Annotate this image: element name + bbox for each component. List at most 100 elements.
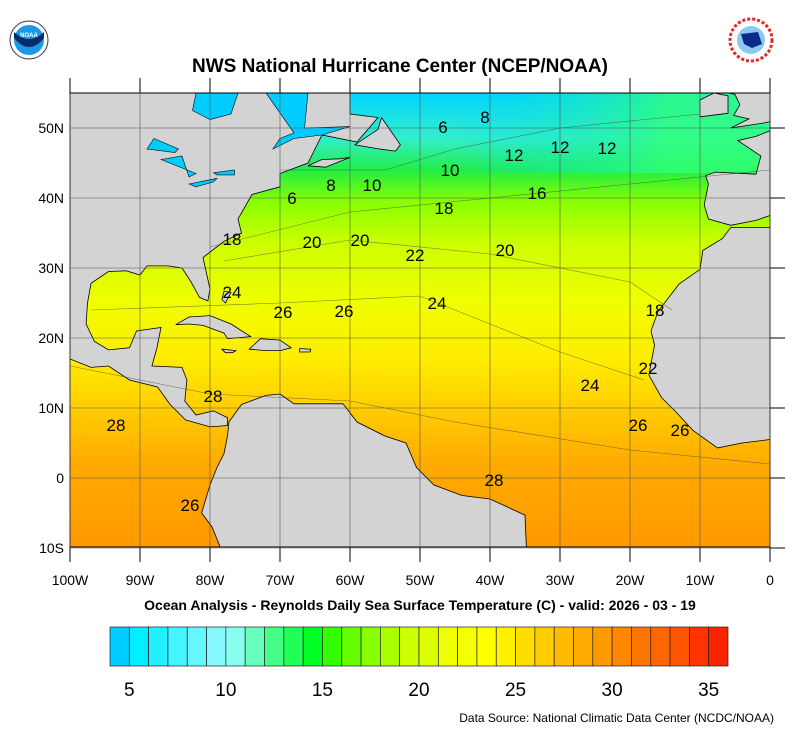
contour-label: 8 [480,108,489,127]
colorbar-label: 35 [698,680,719,701]
colorbar-swatch [341,626,362,667]
data-source: Data Source: National Climatic Data Cent… [459,711,774,725]
landmass-hispaniola [248,338,293,352]
landmass-jamaica [220,348,238,354]
lon-label: 40W [476,572,506,588]
lat-label: 10S [39,540,64,556]
lat-label: 0 [56,470,64,486]
lon-label: 60W [336,572,366,588]
colorbar-label: 5 [124,680,135,701]
inland-water-5 [265,93,351,150]
colorbar-swatch [283,626,304,667]
map-subtitle: Ocean Analysis - Reynolds Daily Sea Surf… [144,597,696,613]
colorbar-swatch [418,626,439,667]
colorbar-label: 30 [602,680,623,701]
landmass-cuba [175,315,252,340]
page-title: NWS National Hurricane Center (NCEP/NOAA… [192,56,608,77]
colorbar-swatch [186,626,207,667]
landmass-ireland [699,93,729,118]
colorbar-label: 25 [505,680,526,701]
colorbar-swatch [689,626,710,667]
colorbar-swatch [631,626,652,667]
contour-label: 20 [351,231,370,250]
contour-label: 12 [598,139,617,158]
colorbar-swatch [573,626,594,667]
contour-label: 6 [438,118,447,137]
lat-label: 10N [38,400,64,416]
isotherm-line [70,365,770,465]
lon-label: 80W [196,572,226,588]
colorbar-swatch [534,626,555,667]
contour-label: 28 [485,471,504,490]
landmass-europe [703,130,770,226]
lon-label: 70W [266,572,296,588]
lon-label: 20W [616,572,646,588]
colorbar-label: 20 [408,680,429,701]
colorbar-swatch [457,626,478,667]
colorbar: 5 10 15 20 25 30 35 [109,626,729,701]
colorbar-swatch [302,626,323,667]
colorbar-swatch [225,626,246,667]
noaa-logo-text: NOAA [20,33,38,39]
contour-label: 24 [581,376,600,395]
landmass-nova-scotia [307,157,351,168]
colorbar-swatch [476,626,497,667]
contour-label: 28 [107,416,126,435]
colorbar-swatch [360,626,381,667]
contour-label: 26 [274,303,293,322]
lon-label: 100W [52,572,89,588]
contour-label: 10 [363,176,382,195]
colorbar-swatch [167,626,188,667]
contour-label: 18 [646,301,665,320]
colorbar-label: 15 [312,680,333,701]
colorbar-swatch [611,626,632,667]
colorbar-swatch [380,626,401,667]
lat-label: 20N [38,330,64,346]
contour-label: 10 [441,161,460,180]
colorbar-label: 10 [215,680,236,701]
contour-label: 20 [496,241,515,260]
colorbar-swatch [399,626,420,667]
colorbar-swatch [650,626,671,667]
colorbar-swatch [148,626,169,667]
colorbar-swatch [206,626,227,667]
contour-label: 12 [505,146,524,165]
lat-label: 50N [38,120,64,136]
contour-label: 26 [181,496,200,515]
contour-label: 18 [223,230,242,249]
colorbar-swatch [708,626,729,667]
lon-label: 30W [546,572,576,588]
colorbar-swatch [322,626,343,667]
contour-label: 6 [287,189,296,208]
contour-label: 12 [551,138,570,157]
landmass-yucatan-bahamas [221,290,232,304]
contour-label: 16 [528,184,547,203]
contour-label: 22 [639,359,658,378]
inland-water-2 [159,155,197,178]
inland-water-0 [192,93,239,120]
contour-label: 24 [428,294,447,313]
landmass-great-britain [727,93,770,129]
colorbar-swatch [495,626,516,667]
lat-label: 40N [38,190,64,206]
lon-label: 50W [406,572,436,588]
colorbar-swatch [437,626,458,667]
lon-label: 10W [686,572,716,588]
colorbar-swatch [669,626,690,667]
contour-label: 18 [435,199,454,218]
nws-logo [728,10,774,70]
landmass-south-america [201,393,527,547]
contour-label: 26 [335,302,354,321]
colorbar-swatch [553,626,574,667]
lon-label: 90W [126,572,156,588]
sst-map: 6 8 12 12 12 10 16 18 10 8 6 18 20 20 22 20 24 26 26 24 18 22… [38,78,785,588]
contour-label: 20 [303,233,322,252]
inland-water-1 [146,138,180,153]
contour-label: 8 [326,176,335,195]
colorbar-swatch [264,626,285,667]
colorbar-swatch [515,626,536,667]
contour-label: 24 [223,283,242,302]
colorbar-swatch [244,626,265,667]
landmass-puerto-rico [299,348,312,353]
colorbar-swatch [128,626,149,667]
